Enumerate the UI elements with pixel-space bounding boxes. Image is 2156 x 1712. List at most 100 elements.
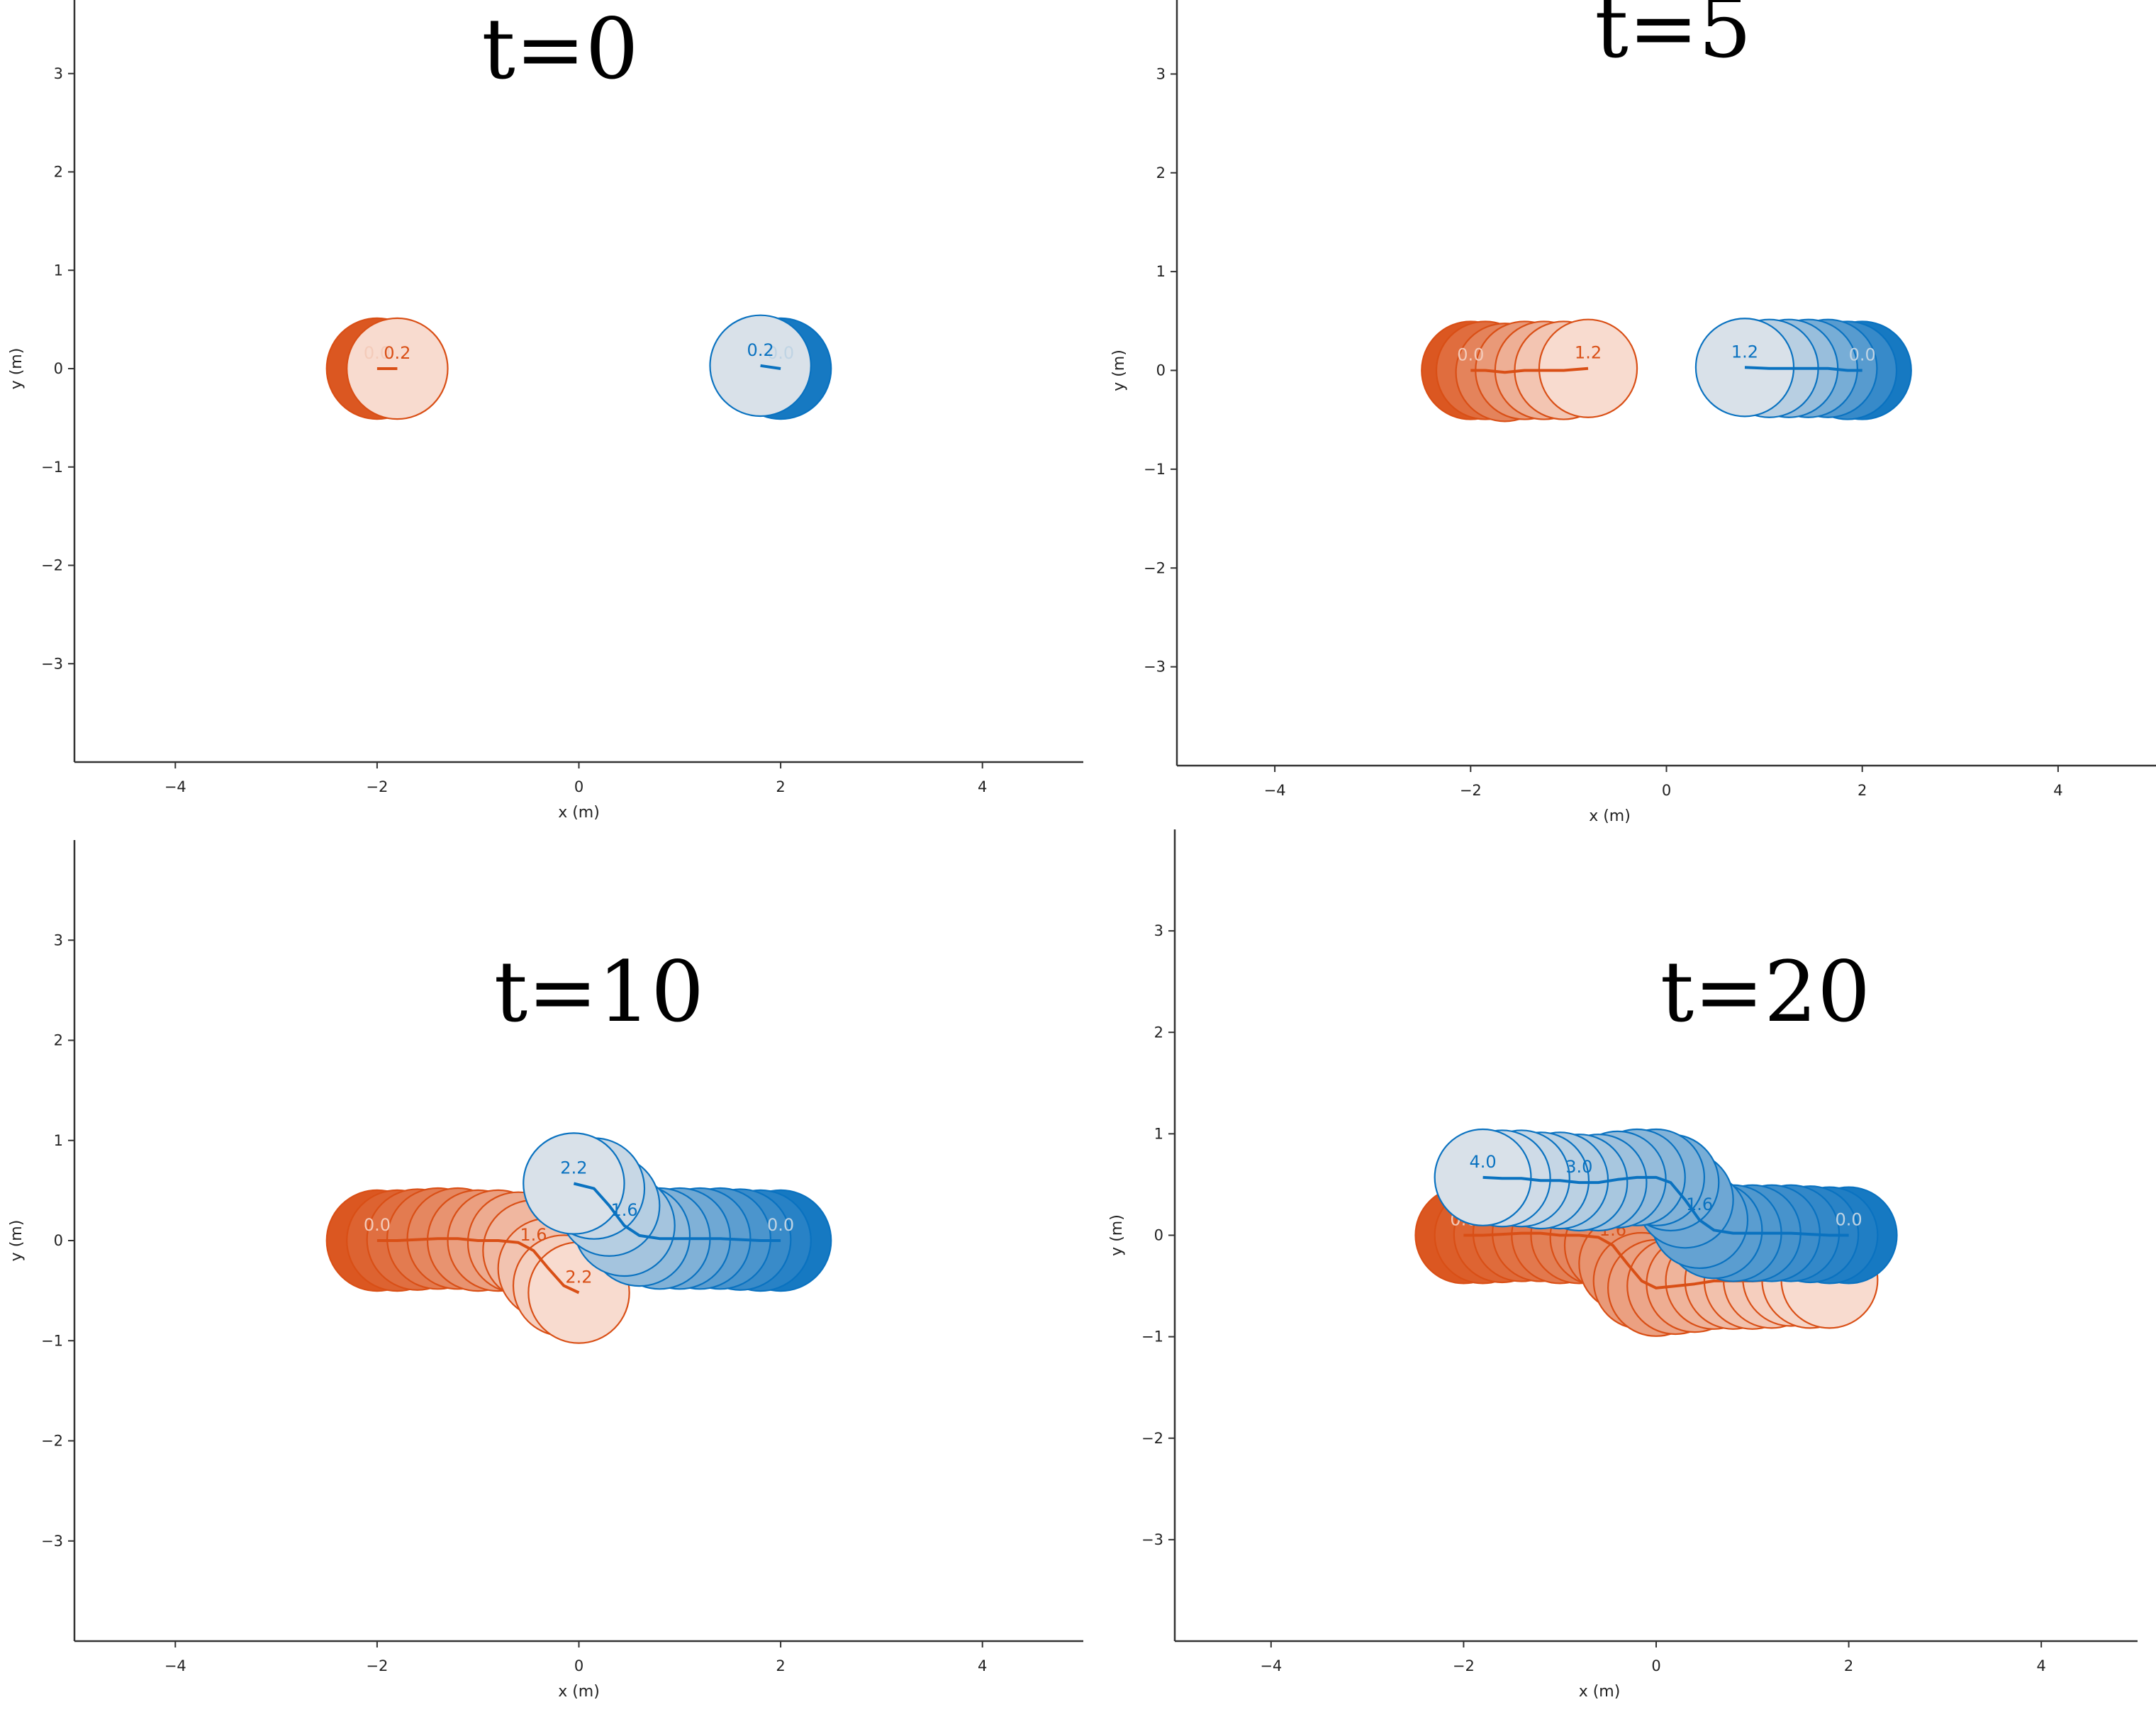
agent-1-series: 0.0 1.2	[1421, 318, 1638, 423]
x-tick-label: −2	[1453, 1657, 1475, 1674]
y-axis-label: y (m)	[8, 348, 26, 390]
time-label: 1.6	[520, 1225, 547, 1245]
trajectory-line	[760, 364, 781, 370]
y-tick-label: −2	[41, 1433, 63, 1450]
x-tick-label: 0	[574, 1657, 583, 1674]
trajectory-line	[1470, 367, 1589, 374]
y-tick-label: −1	[1141, 1328, 1163, 1345]
y-tick-label: 3	[54, 931, 63, 949]
y-tick-label: 2	[1154, 1024, 1163, 1041]
x-tick-label: −4	[164, 1657, 186, 1674]
y-tick-label: 3	[1156, 65, 1166, 82]
x-tick-label: −4	[164, 778, 186, 795]
plot-area: 0.00.2 0.00.2	[325, 314, 832, 420]
agent-2-series: 0.0 1.2	[1694, 318, 1912, 420]
agent-position-marker	[1538, 318, 1638, 418]
y-tick-label: −2	[1141, 1430, 1163, 1447]
x-tick-label: 2	[776, 1657, 785, 1674]
x-tick-label: −2	[366, 778, 388, 795]
y-tick-label: 0	[1154, 1227, 1163, 1244]
panel-title: t=0	[481, 0, 638, 98]
x-tick-label: 0	[1662, 782, 1671, 799]
plot-area: 0.0 1.6 3.0 4.00.0 1.6 3.0 4.0	[1414, 1128, 1898, 1337]
x-tick-label: −2	[366, 1657, 388, 1674]
panel-title: t=20	[1660, 943, 1870, 1041]
panel-title: t=5	[1594, 0, 1751, 77]
trajectory-line	[573, 1182, 781, 1242]
agent-2-series: 0.0 1.6 3.0 4.0	[1434, 1128, 1898, 1285]
agent-1-series: 0.00.2	[325, 317, 449, 420]
y-tick-label: −3	[1141, 1531, 1163, 1548]
x-tick-label: 4	[2037, 1657, 2046, 1674]
panel-3: −4 −2 0 2 4 −3 −2 −1 0 1 2 3 x (m) y (m) 0.0 1.6 2.2 0.0 1…	[8, 840, 1083, 1701]
y-axis-label: y (m)	[1110, 349, 1128, 391]
time-label: 4.0	[1469, 1152, 1496, 1172]
y-tick-label: 3	[1154, 922, 1163, 939]
time-label: 1.6	[1686, 1195, 1713, 1214]
time-label: 3.0	[1565, 1157, 1592, 1177]
y-tick-label: −3	[41, 1533, 63, 1550]
x-tick-label: 0	[1651, 1657, 1660, 1674]
x-tick-label: 4	[978, 1657, 987, 1674]
y-tick-label: −1	[41, 1332, 63, 1349]
x-tick-label: 4	[978, 778, 987, 795]
y-tick-label: 1	[54, 1132, 63, 1149]
time-label: 1.6	[610, 1200, 637, 1220]
x-axis-label: x (m)	[1589, 807, 1631, 825]
y-tick-label: −1	[1144, 461, 1166, 478]
time-label: 0.0	[767, 1215, 794, 1235]
trajectory-line	[1744, 366, 1862, 372]
x-tick-label: −4	[1264, 782, 1286, 799]
trajectory-line	[376, 1237, 580, 1294]
x-tick-label: 4	[2053, 782, 2062, 799]
x-axis-label: x (m)	[558, 804, 600, 822]
time-label: 0.0	[364, 343, 391, 363]
agent-2-series: 0.0 1.6 2.2	[523, 1132, 832, 1292]
y-tick-label: −3	[1144, 659, 1166, 676]
x-tick-label: 0	[574, 778, 583, 795]
y-tick-label: 2	[54, 1032, 63, 1049]
y-tick-label: −2	[41, 557, 63, 574]
panel-title: t=10	[494, 943, 704, 1041]
x-tick-label: 2	[776, 778, 785, 795]
x-axis-label: x (m)	[1579, 1683, 1621, 1701]
y-tick-label: 1	[1154, 1125, 1163, 1142]
time-label: 0.0	[767, 343, 794, 363]
y-tick-label: 2	[1156, 164, 1166, 181]
y-tick-label: 1	[1156, 263, 1166, 280]
time-label: 0.0	[364, 1215, 391, 1235]
trajectory-line	[1482, 1175, 1849, 1237]
time-label: 1.2	[1575, 343, 1602, 363]
y-tick-label: 1	[54, 262, 63, 279]
time-label: 2.2	[560, 1158, 587, 1177]
x-tick-label: −4	[1260, 1657, 1282, 1674]
plot-area: 0.0 1.2 0.0 1.2	[1421, 318, 1912, 423]
time-label: 0.0	[1836, 1210, 1862, 1230]
agent-2-series: 0.00.2	[709, 314, 832, 420]
y-axis-label: y (m)	[1108, 1214, 1126, 1256]
panel-4: −4 −2 0 2 4 −3 −2 −1 0 1 2 3 x (m) y (m) 0.0 1.6 3.0 4.00…	[1108, 829, 2138, 1701]
y-tick-label: 0	[54, 1232, 63, 1249]
time-label: 0.2	[384, 343, 410, 363]
agent-position-marker	[523, 1132, 625, 1235]
time-label: 0.2	[747, 340, 774, 360]
x-axis-label: x (m)	[558, 1683, 600, 1701]
y-tick-label: 0	[1156, 362, 1166, 379]
plot-area: 0.0 1.6 2.2 0.0 1.6 2.2	[325, 1132, 832, 1344]
time-label: 1.2	[1731, 342, 1758, 362]
agent-position-marker	[1434, 1128, 1532, 1226]
y-tick-label: −2	[1144, 559, 1166, 576]
panel-2: −4 −2 0 2 4 −3 −2 −1 0 1 2 3 x (m) y (m) 0.0 1.2 0.0 1.2 t…	[1110, 0, 2156, 825]
time-label: 0.0	[1849, 345, 1876, 365]
y-axis-label: y (m)	[8, 1220, 26, 1262]
y-tick-label: −3	[41, 655, 63, 672]
x-tick-label: 2	[1844, 1657, 1853, 1674]
time-label: 2.2	[565, 1267, 592, 1287]
y-tick-label: 2	[54, 164, 63, 181]
x-tick-label: 2	[1858, 782, 1867, 799]
time-label: 0.0	[1457, 345, 1484, 365]
y-tick-label: 3	[54, 65, 63, 82]
y-tick-label: −1	[41, 459, 63, 476]
